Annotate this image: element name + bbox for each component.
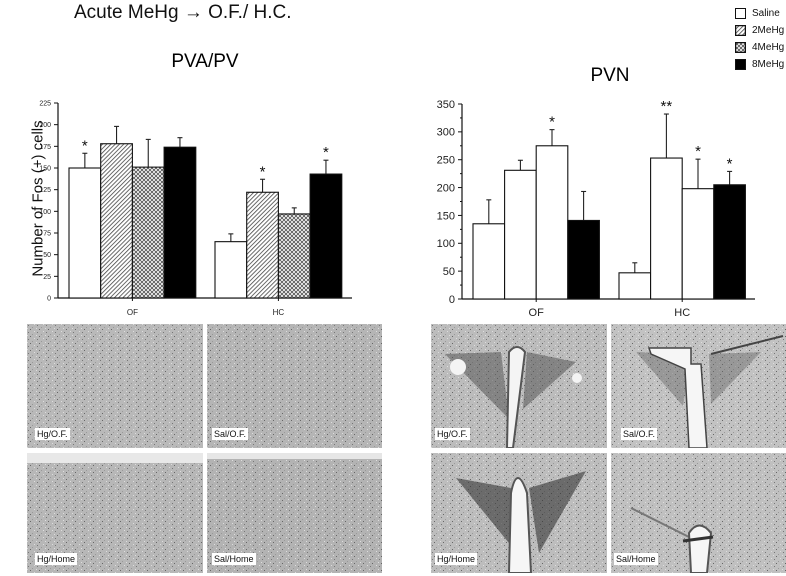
micrograph-pvn-hg-of: Hg/O.F. — [431, 324, 607, 448]
charts-canvas: PVA/PV PVN 0 25 50 75 100 125 150 175 200 225 * OF *… — [39, 51, 755, 319]
chart-title-pvn: PVN — [590, 65, 629, 86]
y-tick-label: 75 — [43, 230, 51, 237]
panel-label: Hg/O.F. — [35, 428, 70, 440]
y-tick-label: 150 — [39, 165, 51, 172]
bar-saline-of — [472, 223, 506, 300]
bar-saline-of — [68, 167, 102, 299]
panel-label: Sal/Home — [212, 553, 256, 565]
bar-2mehg-of — [504, 169, 537, 300]
figure-title: Acute MeHg → O.F./ H.C. — [74, 2, 292, 23]
panel-label: Sal/O.F. — [621, 428, 658, 440]
y-tick-label: 200 — [39, 122, 51, 129]
significance-marker: * — [695, 143, 701, 160]
y-tick-label: 0 — [449, 294, 455, 306]
bar-2mehg-hc — [650, 157, 683, 300]
significance-marker: * — [549, 114, 555, 131]
saline-swatch-icon — [735, 7, 746, 19]
bar-4mehg-hc — [681, 188, 715, 300]
y-tick-label: 175 — [39, 144, 51, 151]
y-tick-label: 300 — [437, 127, 455, 139]
bar-2mehg-of — [100, 143, 133, 299]
y-tick-label: 100 — [437, 238, 455, 250]
diagonal-hatch-swatch-icon — [735, 24, 746, 36]
y-tick-label: 25 — [43, 274, 51, 281]
panel-label: Sal/Home — [614, 553, 658, 565]
chart-pva-pv: 0 25 50 75 100 125 150 175 200 225 * OF * * HC — [39, 100, 352, 317]
bar-8mehg-of — [163, 146, 197, 299]
y-tick-label: 225 — [39, 100, 51, 107]
legend-item-8mehg: 8MeHg — [735, 57, 784, 71]
tissue-texture — [431, 324, 607, 448]
panel-label: Hg/Home — [35, 553, 78, 565]
bar-saline-hc — [214, 241, 248, 299]
panel-label: Hg/Home — [435, 553, 478, 565]
y-tick-label: 150 — [437, 210, 455, 222]
bar-saline-hc — [618, 272, 652, 300]
bar-8mehg-hc — [713, 184, 746, 300]
y-tick-label: 50 — [443, 266, 455, 278]
micrograph-pvn-hg-home: Hg/Home — [431, 453, 607, 573]
significance-marker: * — [727, 155, 733, 172]
micrograph-pva-hg-home: Hg/Home — [27, 453, 203, 573]
significance-marker: * — [323, 144, 329, 161]
panel-label: Hg/O.F. — [435, 428, 470, 440]
micrograph-pvn-sal-home: Sal/Home — [611, 453, 786, 573]
micrograph-pva-sal-home: Sal/Home — [207, 453, 382, 573]
bar-4mehg-hc — [277, 213, 311, 299]
panel-label: Sal/O.F. — [212, 428, 249, 440]
significance-marker: * — [82, 137, 88, 154]
y-tick-label: 50 — [43, 252, 51, 259]
tissue-texture — [27, 324, 203, 448]
legend: Saline 2MeHg 4MeHg 8MeHg — [735, 6, 784, 74]
legend-item-saline: Saline — [735, 6, 784, 20]
x-category-label: HC — [273, 308, 285, 317]
y-tick-label: 125 — [39, 187, 51, 194]
y-tick-label: 200 — [437, 182, 455, 194]
y-tick-label: 100 — [39, 209, 51, 216]
bar-8mehg-hc — [309, 173, 343, 299]
x-category-label: HC — [674, 307, 690, 319]
chart-title-pva-pv: PVA/PV — [171, 51, 239, 72]
crosshatch-swatch-icon — [735, 41, 746, 53]
tissue-texture — [207, 324, 382, 448]
micrograph-pva-hg-of: Hg/O.F. — [27, 324, 203, 448]
micrograph-pva-sal-of: Sal/O.F. — [207, 324, 382, 448]
x-category-label: OF — [127, 308, 138, 317]
tissue-texture — [611, 324, 786, 448]
bar-4mehg-of — [131, 166, 165, 299]
legend-item-2mehg: 2MeHg — [735, 23, 784, 37]
x-category-label: OF — [529, 307, 545, 319]
significance-marker: ** — [661, 98, 673, 115]
black-swatch-icon — [735, 58, 746, 70]
bar-4mehg-of — [535, 145, 569, 300]
y-tick-label: 0 — [47, 295, 51, 302]
y-tick-label: 250 — [437, 155, 455, 167]
y-tick-label: 350 — [437, 99, 455, 111]
micrograph-pvn-sal-of: Sal/O.F. — [611, 324, 786, 448]
bar-2mehg-hc — [246, 191, 279, 299]
bar-8mehg-of — [567, 219, 600, 300]
significance-marker: * — [260, 163, 266, 180]
legend-item-4mehg: 4MeHg — [735, 40, 784, 54]
